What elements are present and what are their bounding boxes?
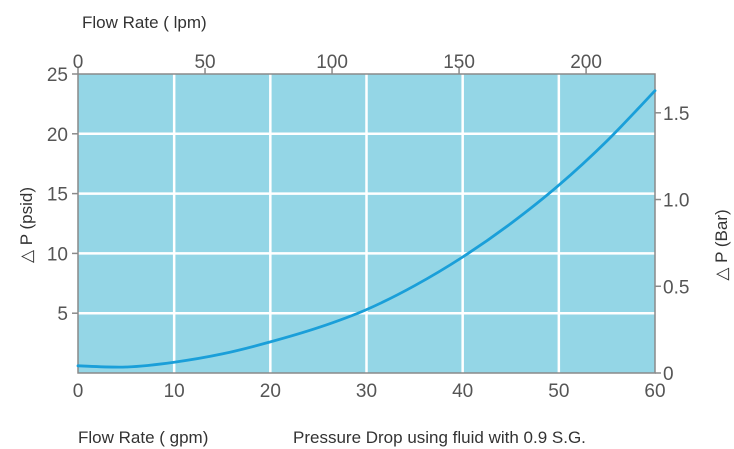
x-tick-label-top: 100 bbox=[316, 52, 348, 73]
y-tick-label-left: 15 bbox=[47, 185, 68, 206]
series-line bbox=[76, 89, 657, 369]
left-y-axis-title: △ P (psid) bbox=[17, 187, 36, 263]
x-tick-label-bottom: 0 bbox=[73, 381, 84, 402]
top-x-axis-title: Flow Rate ( lpm) bbox=[82, 13, 207, 32]
chart-caption: Pressure Drop using fluid with 0.9 S.G. bbox=[293, 428, 586, 447]
y-tick-label-right: 1.0 bbox=[663, 191, 689, 212]
y-tick-label-left: 25 bbox=[47, 65, 68, 86]
x-tick-label-bottom: 20 bbox=[260, 381, 281, 402]
y-tick-label-right: 0 bbox=[663, 364, 674, 385]
bottom-x-axis-title: Flow Rate ( gpm) bbox=[78, 428, 209, 447]
plot-frame bbox=[77, 73, 656, 374]
x-tick-label-top: 200 bbox=[570, 52, 602, 73]
y-tick-label-left: 10 bbox=[47, 244, 68, 265]
y-tick-label-right: 0.5 bbox=[663, 277, 689, 298]
y-tick-label-left: 20 bbox=[47, 125, 68, 146]
right-y-axis-title: △ P (Bar) bbox=[712, 209, 731, 280]
y-tick-label-left: 5 bbox=[57, 304, 68, 325]
x-tick-label-top: 50 bbox=[194, 52, 215, 73]
x-tick-label-top: 150 bbox=[443, 52, 475, 73]
x-tick-label-bottom: 10 bbox=[164, 381, 185, 402]
x-tick-label-bottom: 30 bbox=[356, 381, 377, 402]
x-tick-label-bottom: 50 bbox=[548, 381, 569, 402]
x-tick-label-bottom: 60 bbox=[644, 381, 665, 402]
x-tick-label-top: 0 bbox=[73, 52, 84, 73]
x-tick-label-bottom: 40 bbox=[452, 381, 473, 402]
y-tick-label-right: 1.5 bbox=[663, 104, 689, 125]
